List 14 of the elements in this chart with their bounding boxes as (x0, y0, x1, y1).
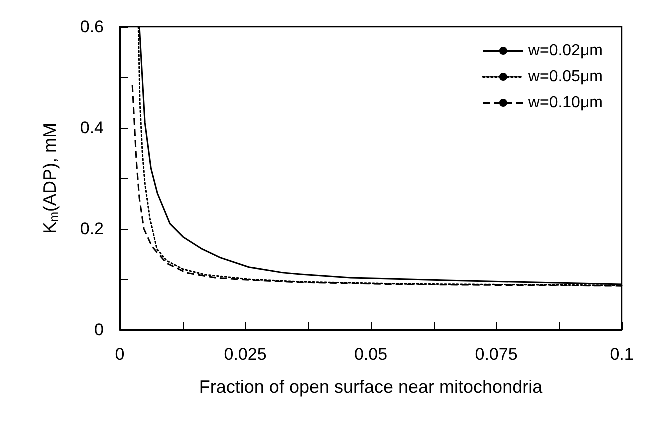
x-axis-title: Fraction of open surface near mitochondria (199, 377, 544, 397)
legend-label: w=0.05μm (527, 68, 604, 86)
y-tick-label: 0.2 (80, 220, 104, 238)
x-tick-label: 0 (115, 345, 125, 364)
legend-label: w=0.02μm (527, 42, 604, 60)
legend-label: w=0.10μm (527, 94, 604, 112)
y-tick-label: 0.6 (80, 18, 104, 36)
y-tick-label: 0.4 (80, 118, 104, 138)
x-tick-label: 0.025 (224, 345, 267, 364)
x-tick-label: 0.1 (610, 345, 634, 364)
y-tick-label: 0 (94, 320, 104, 340)
x-tick-label: 0.075 (475, 345, 518, 364)
x-tick-label: 0.05 (354, 345, 388, 364)
y-axis-title: Km(ADP), mM (40, 123, 61, 234)
